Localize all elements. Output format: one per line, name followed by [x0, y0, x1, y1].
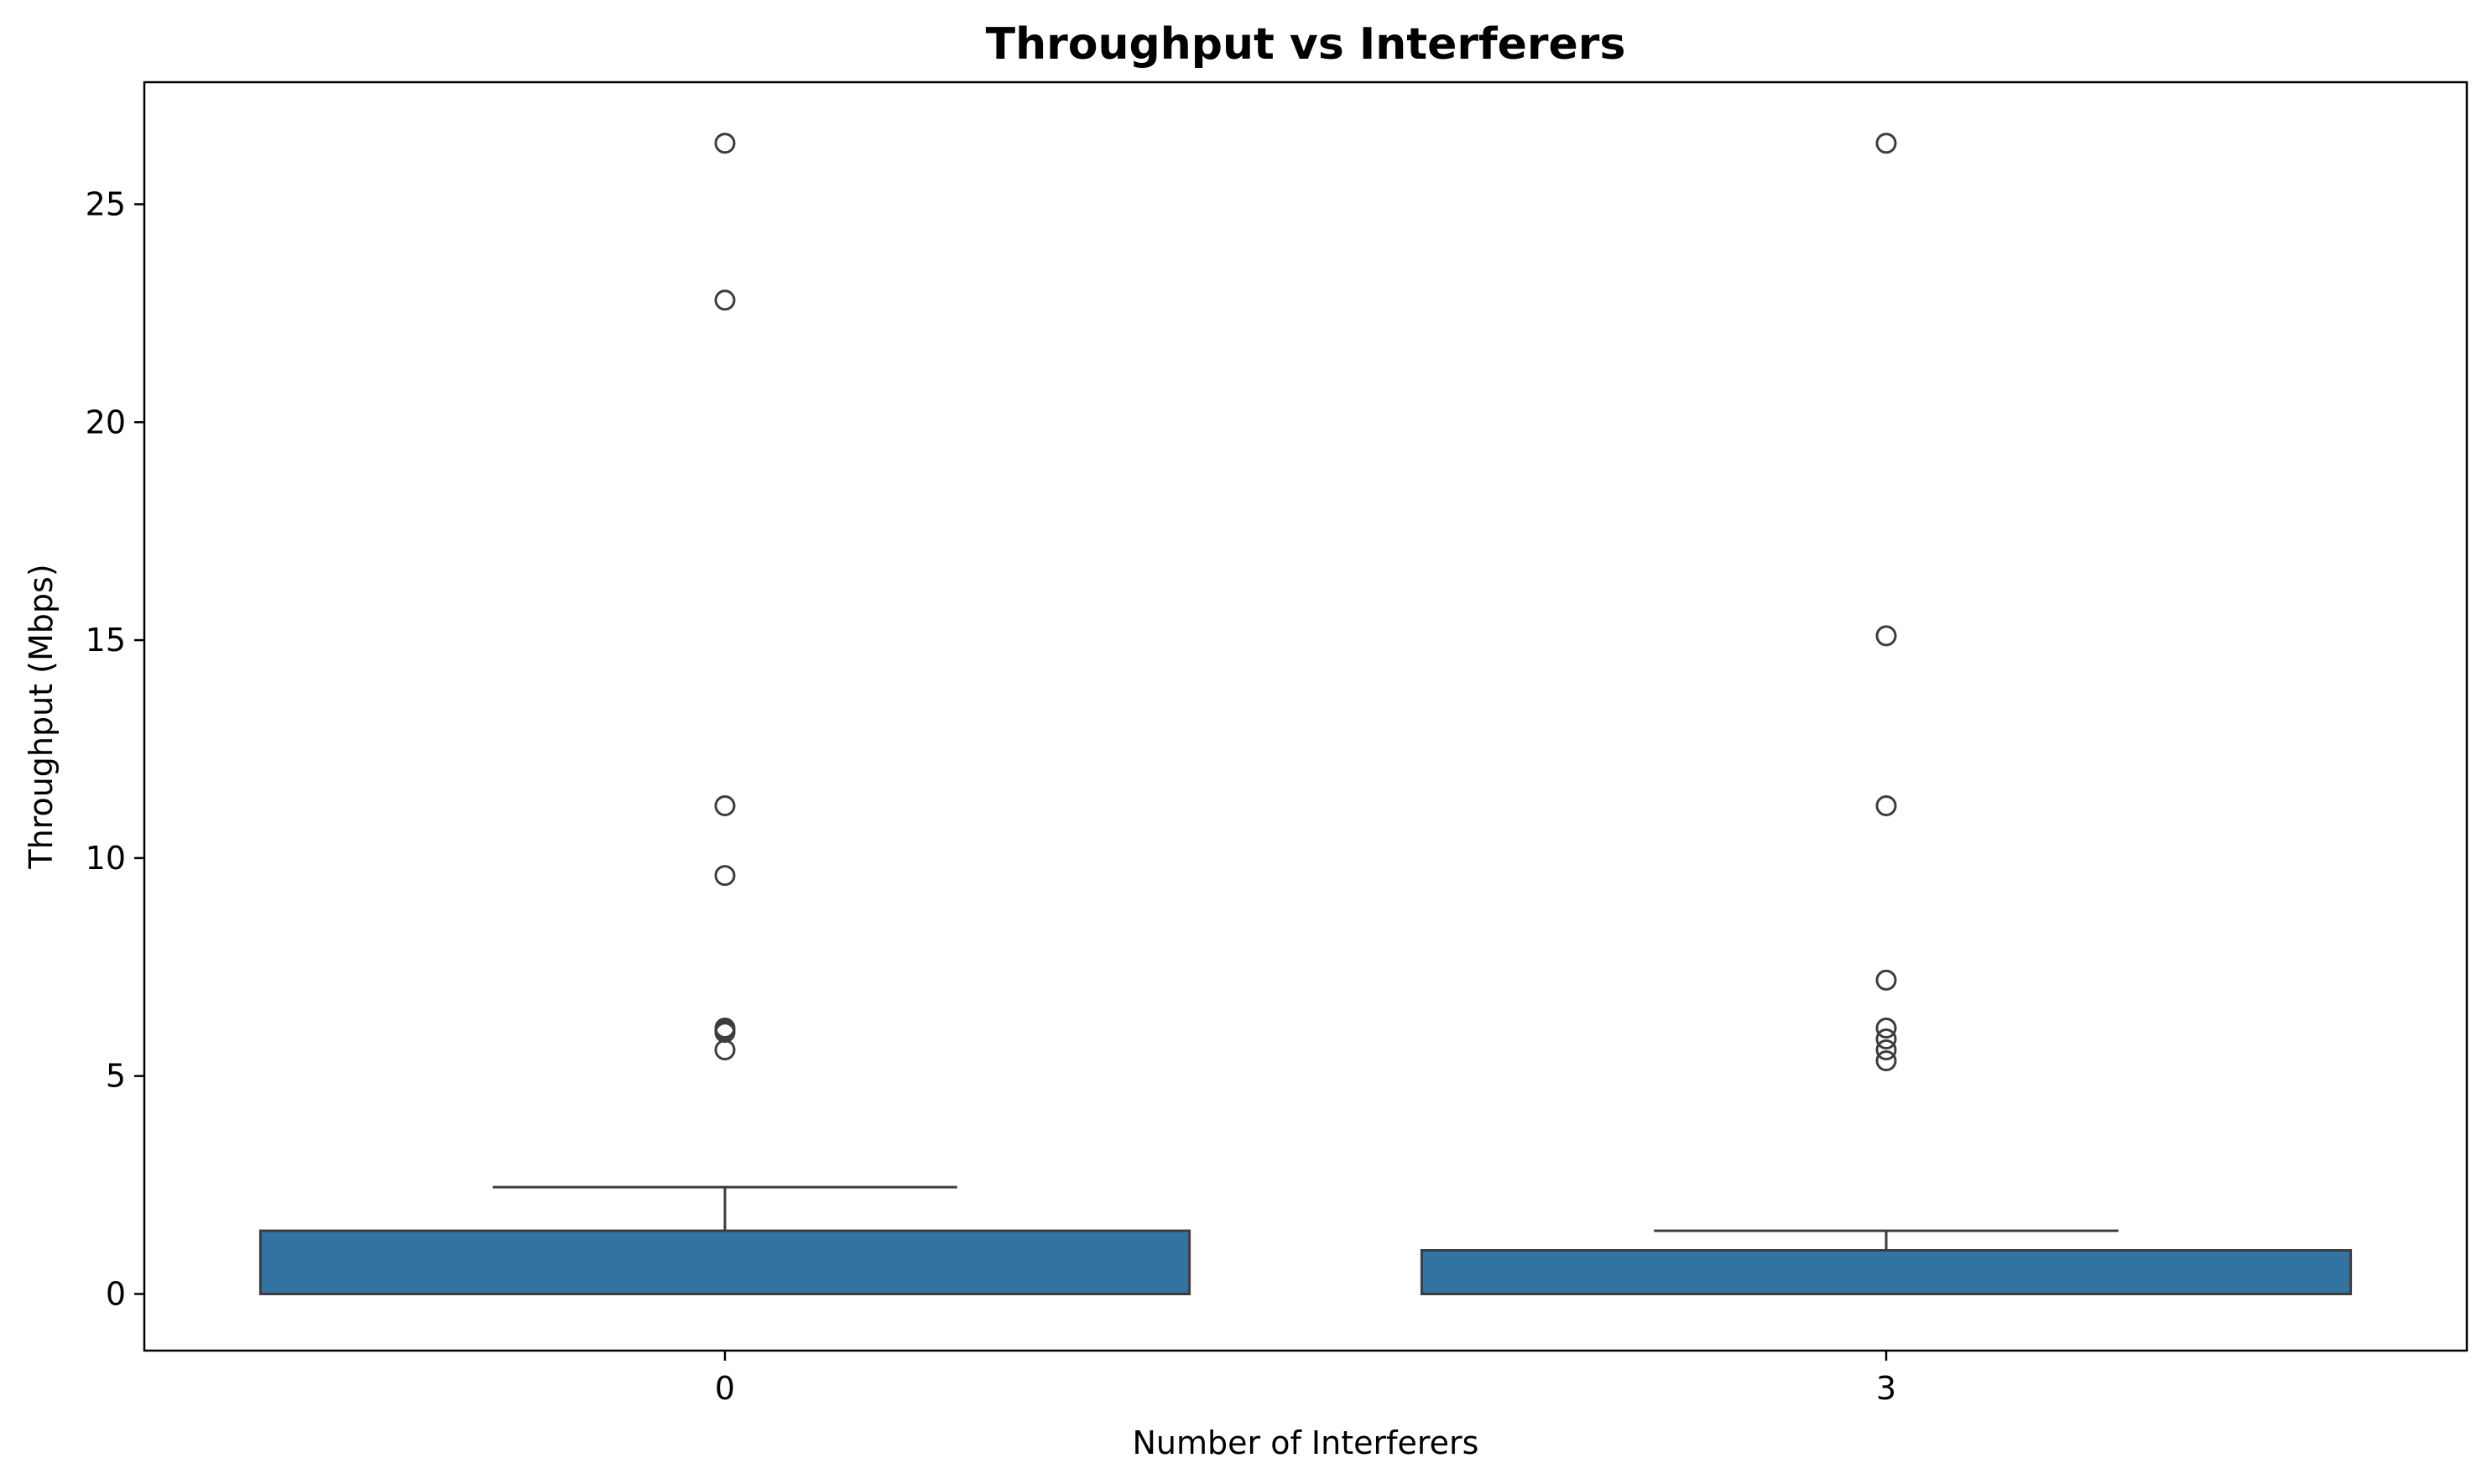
outlier-point	[1875, 795, 1897, 817]
outlier-point	[1875, 133, 1897, 154]
outlier-point	[1875, 625, 1897, 647]
y-tick-label: 0	[106, 1275, 126, 1312]
outlier-point	[1875, 1039, 1897, 1060]
y-tick-label: 20	[86, 404, 126, 440]
x-axis-label: Number of Interferers	[1133, 1424, 1479, 1461]
outlier-point	[714, 289, 736, 311]
outlier-point	[714, 1039, 736, 1060]
y-axis: 0 5 10 15 20 25	[86, 185, 144, 1312]
outlier-point	[714, 865, 736, 887]
iqr-box	[258, 1229, 1191, 1295]
box-group-3	[1420, 133, 2353, 1295]
iqr-box	[1420, 1248, 2353, 1295]
outlier-point	[1875, 1018, 1897, 1039]
y-tick-label: 15	[86, 622, 126, 659]
outlier-point	[1875, 1049, 1897, 1071]
chart-title: Throughput vs Interferers	[986, 19, 1626, 70]
outlier-point	[1875, 1028, 1897, 1049]
y-tick-label: 10	[86, 840, 126, 877]
y-tick-label: 25	[86, 185, 126, 222]
outlier-point	[714, 1018, 736, 1039]
outlier-point	[1875, 969, 1897, 991]
box-group-0	[258, 133, 1191, 1295]
plot-area-frame	[143, 81, 2469, 1352]
y-tick-label: 5	[106, 1058, 126, 1095]
outlier-point	[714, 795, 736, 817]
y-axis-label: Throughput (Mbps)	[23, 564, 60, 869]
outlier-point	[714, 133, 736, 154]
x-tick-label: 0	[715, 1370, 735, 1407]
x-tick-label: 3	[1876, 1370, 1896, 1407]
box-series	[258, 133, 2353, 1295]
